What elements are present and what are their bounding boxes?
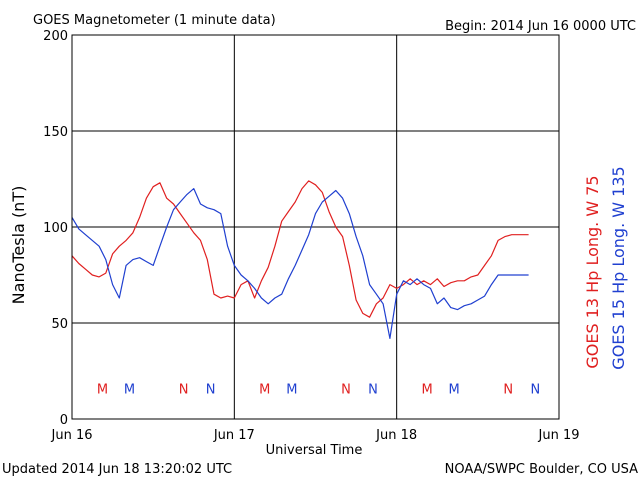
series-line-goes13: [71, 180, 529, 318]
grid-lines: [71, 34, 560, 420]
marker-label: M: [259, 382, 270, 397]
marker-label: M: [124, 382, 135, 397]
marker-label: M: [97, 382, 108, 397]
y-axis-label: NanoTesla (nT): [9, 186, 28, 305]
x-axis-label: Universal Time: [266, 443, 363, 458]
series-lines: [71, 180, 529, 339]
x-tick-label: Jun 16: [51, 428, 93, 443]
y-tick-label: 50: [51, 317, 68, 332]
marker-label: N: [341, 382, 351, 397]
plot-frame: [71, 34, 560, 420]
credit-label: NOAA/SWPC Boulder, CO USA: [445, 462, 638, 477]
y-tick-labels: 0 50 100 150 200: [43, 29, 68, 428]
x-tick-label: Jun 18: [375, 428, 417, 443]
marker-label: N: [503, 382, 513, 397]
x-tick-labels: Jun 16 Jun 17 Jun 18 Jun 19: [51, 428, 580, 443]
marker-label: N: [530, 382, 540, 397]
legend-goes15: GOES 15 Hp Long. W 135: [609, 166, 628, 369]
x-tick-label: Jun 19: [538, 428, 580, 443]
series-line-goes15: [71, 188, 529, 339]
legend-goes13: GOES 13 Hp Long. W 75: [583, 175, 602, 368]
marker-label: M: [449, 382, 460, 397]
updated-timestamp: Updated 2014 Jun 18 13:20:02 UTC: [2, 462, 232, 477]
y-tick-label: 200: [43, 29, 68, 44]
y-tick-label: 150: [43, 125, 68, 140]
x-tick-label: Jun 17: [213, 428, 255, 443]
marker-label: N: [179, 382, 189, 397]
begin-label: Begin: 2014 Jun 16 0000 UTC: [445, 19, 636, 34]
marker-label: N: [368, 382, 378, 397]
y-tick-label: 0: [60, 413, 68, 428]
chart-title: GOES Magnetometer (1 minute data): [33, 13, 276, 28]
y-tick-label: 100: [43, 221, 68, 236]
marker-label: M: [286, 382, 297, 397]
marker-label: M: [421, 382, 432, 397]
marker-label: N: [206, 382, 216, 397]
